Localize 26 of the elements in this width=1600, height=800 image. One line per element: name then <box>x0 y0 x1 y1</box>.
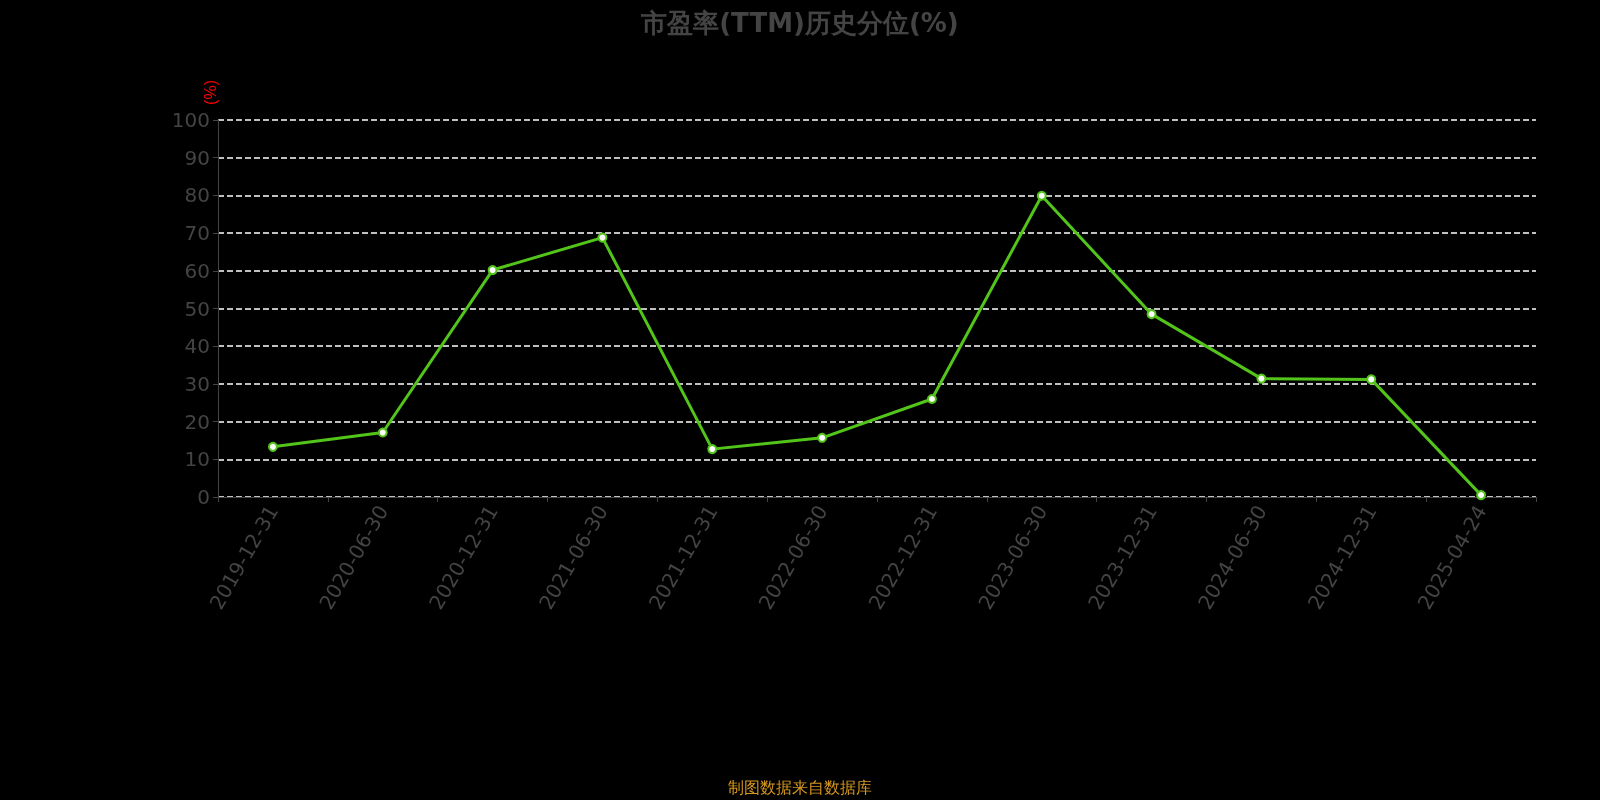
point <box>377 427 388 438</box>
y-tick-label: 10 <box>184 447 210 472</box>
point <box>926 393 937 404</box>
y-tick-label: 30 <box>184 371 210 396</box>
point <box>1146 309 1157 320</box>
y-tick-label: 60 <box>184 258 210 283</box>
point <box>817 432 828 443</box>
y-tick-label: 90 <box>184 145 210 170</box>
y-tick-label: 40 <box>184 334 210 359</box>
y-tick-label: 70 <box>184 221 210 246</box>
point <box>1476 490 1487 501</box>
y-tick-label: 80 <box>184 183 210 208</box>
point <box>267 441 278 452</box>
y-tick-label: 100 <box>171 108 210 132</box>
y-tick-label: 20 <box>184 409 210 434</box>
y-tick-label: 0 <box>197 485 210 509</box>
point <box>487 265 498 276</box>
point <box>1036 190 1047 201</box>
point <box>1256 373 1267 384</box>
chart-title: 市盈率(TTM)历史分位(%) <box>640 8 959 38</box>
text: 制图数据来自数据库 <box>728 777 872 797</box>
y-axis-title: (%) <box>201 80 219 105</box>
point <box>597 232 608 243</box>
point <box>1366 374 1377 385</box>
y-tick-label: 50 <box>184 296 210 321</box>
point <box>707 444 718 455</box>
